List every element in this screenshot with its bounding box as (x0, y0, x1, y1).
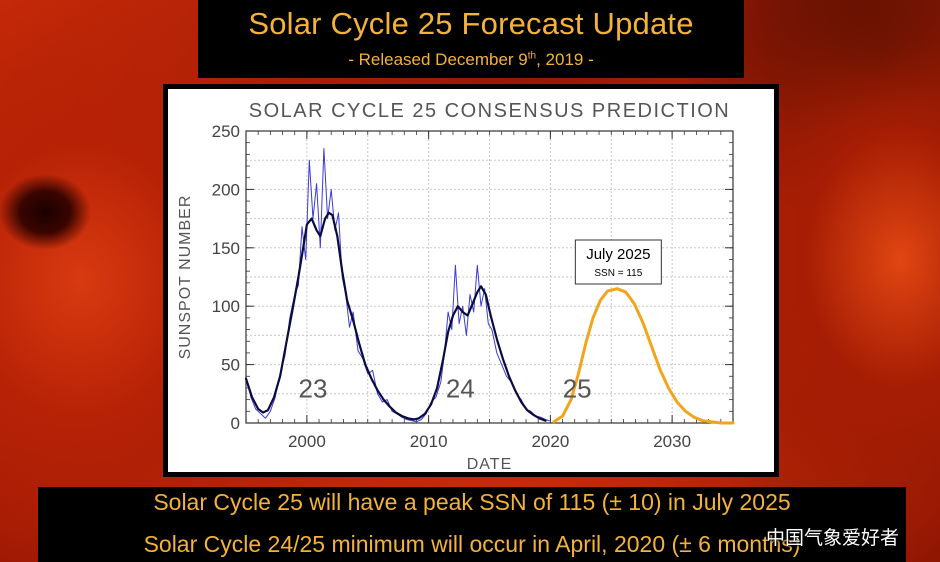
y-tick-label: 150 (212, 239, 240, 258)
summary-banner: Solar Cycle 25 will have a peak SSN of 1… (38, 487, 906, 562)
x-tick-label: 2000 (288, 432, 326, 451)
cycle-label: 25 (563, 373, 592, 403)
annotation-title: July 2025 (586, 246, 650, 263)
x-tick-label: 2010 (410, 432, 448, 451)
subtitle-superscript: th (527, 50, 537, 62)
chart-panel: 0 50 100 150 200 250 2000 2010 2020 2030 SOLAR CYC… (168, 89, 774, 472)
annotation-box (574, 239, 662, 285)
cycle-label: 24 (446, 373, 475, 403)
subtitle-suffix: , 2019 - (536, 50, 594, 69)
y-tick-label: 0 (231, 414, 240, 433)
chart-title: SOLAR CYCLE 25 CONSENSUS PREDICTION (249, 100, 731, 122)
series-line-smoothed (244, 211, 547, 422)
y-tick-label: 100 (212, 297, 240, 316)
y-tick-label: 250 (212, 122, 240, 141)
x-tick-label: 2020 (531, 432, 569, 451)
page-subtitle: - Released December 9th, 2019 - (198, 50, 744, 70)
series-line-prediction (552, 287, 735, 425)
chart-frame: 0 50 100 150 200 250 2000 2010 2020 2030 SOLAR CYC… (163, 84, 779, 477)
cycle-label: 23 (299, 373, 328, 403)
sunspot-chart: 0 50 100 150 200 250 2000 2010 2020 2030 SOLAR CYC… (177, 100, 735, 472)
x-tick-label: 2030 (653, 432, 691, 451)
y-axis-label: SUNSPOT NUMBER (177, 195, 194, 360)
x-axis-label: DATE (467, 456, 512, 472)
subtitle-prefix: - Released December 9 (348, 50, 528, 69)
annotation-text: SSN = 115 (594, 268, 642, 279)
title-banner: Solar Cycle 25 Forecast Update - Release… (198, 0, 744, 78)
y-tick-label: 50 (221, 356, 240, 375)
watermark: 中国气象爱好者 (766, 527, 900, 549)
summary-peak: Solar Cycle 25 will have a peak SSN of 1… (153, 489, 791, 515)
y-tick-label: 200 (212, 180, 240, 199)
page-title: Solar Cycle 25 Forecast Update (248, 6, 694, 41)
summary-minimum: Solar Cycle 24/25 minimum will occur in … (143, 531, 801, 557)
